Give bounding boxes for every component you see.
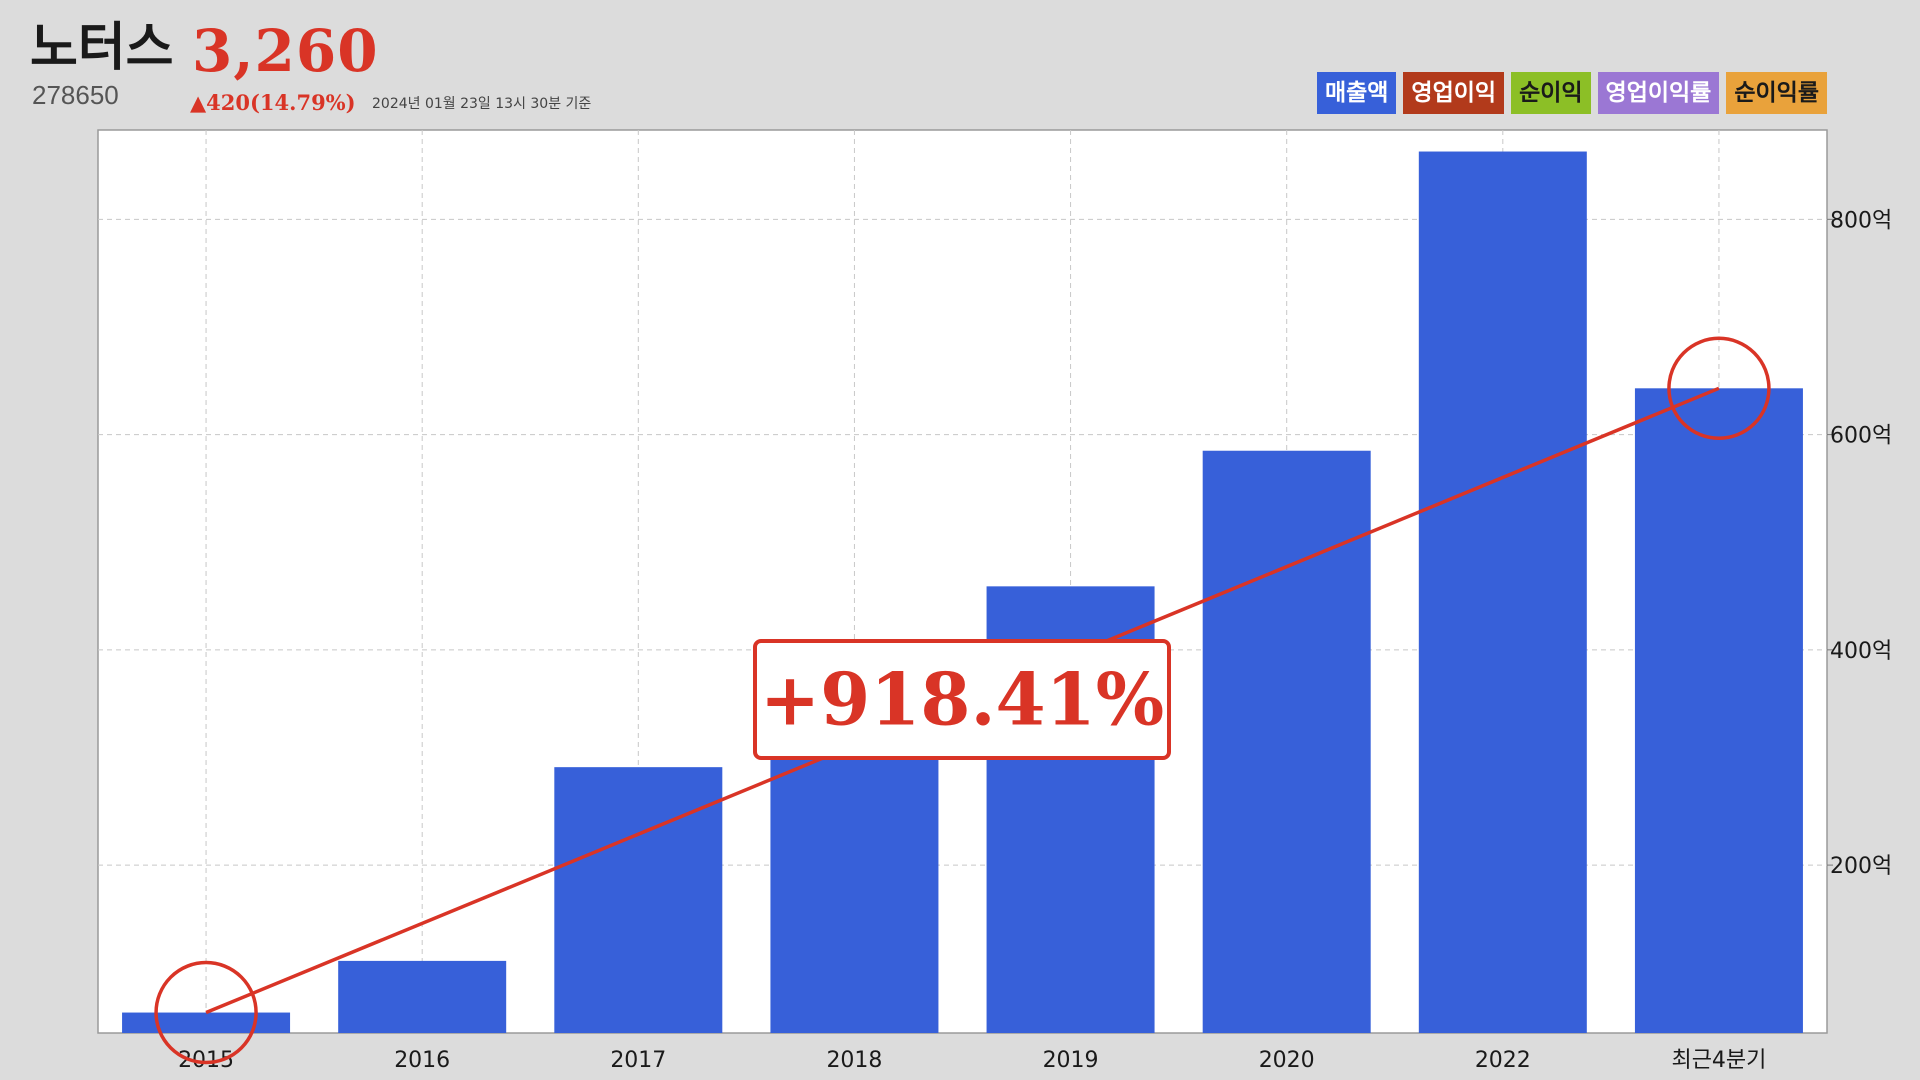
x-tick-label: 2015 [178,1048,234,1073]
y-tick-label: 600억 [1830,424,1892,449]
bar-2017 [554,767,723,1033]
x-tick-label: 2022 [1475,1048,1531,1073]
bar-2022 [1418,151,1587,1033]
company-name: 노터스 [30,18,174,78]
price-change: ▲420(14.79%) [190,90,356,115]
bar-2018 [770,746,939,1033]
bar-최근4분기 [1634,388,1803,1033]
as-of-timestamp: 2024년 01월 23일 13시 30분 기준 [372,96,592,112]
x-tick-label: 2017 [610,1048,666,1073]
legend-item-operating-margin[interactable]: 영업이익률 [1597,72,1720,114]
growth-label-box [753,639,1171,760]
legend-item-net-margin[interactable]: 순이익률 [1726,72,1827,114]
y-tick-label: 400억 [1830,639,1892,664]
legend-item-revenue[interactable]: 매출액 [1316,72,1397,114]
start-highlight-circle [154,960,258,1065]
growth-label: +918.41% [760,657,1164,742]
bar-2015 [122,1012,291,1033]
end-highlight-circle [1667,336,1771,441]
x-tick-label: 2019 [1043,1048,1099,1073]
y-tick-label: 200억 [1830,854,1892,879]
legend-item-operating-profit[interactable]: 영업이익 [1403,72,1505,114]
bar-2016 [338,960,507,1033]
x-tick-label: 2020 [1259,1048,1315,1073]
x-tick-label: 2016 [394,1048,450,1073]
y-tick-label: 800억 [1830,208,1892,233]
legend-item-net-profit[interactable]: 순이익 [1511,72,1591,114]
x-tick-label: 최근4분기 [1671,1048,1766,1073]
bar-2020 [1202,450,1371,1033]
x-tick-label: 2018 [826,1048,882,1073]
stock-code: 278650 [32,80,119,110]
stock-price: 3,260 [192,17,379,85]
legend: 매출액 영업이익 순이익 영업이익률 순이익률 [1316,72,1827,114]
